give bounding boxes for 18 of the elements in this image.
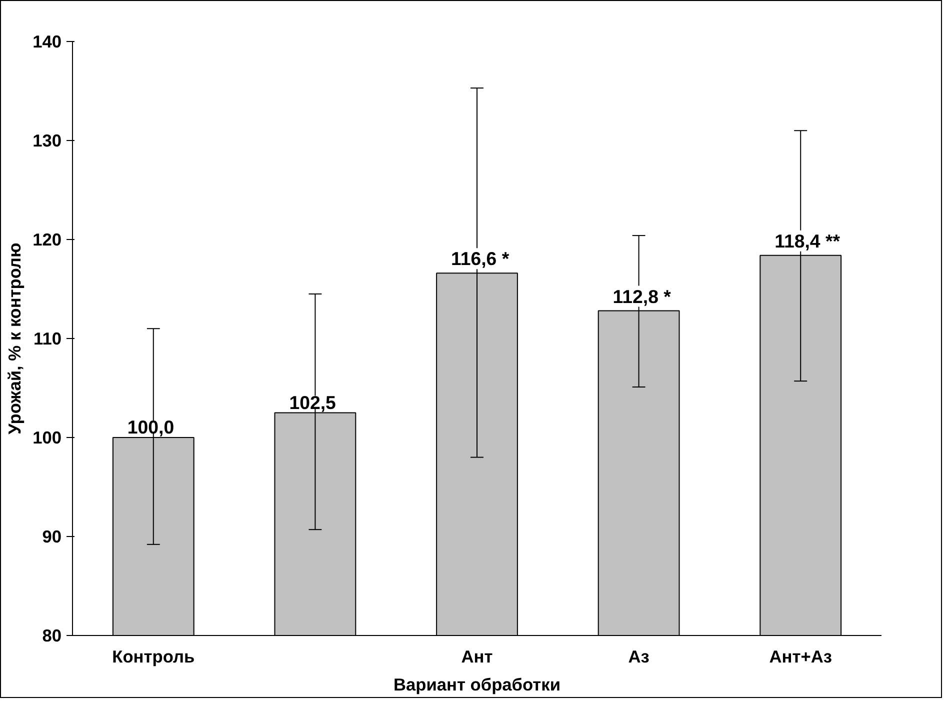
y-tick-label: 80 xyxy=(42,626,62,646)
data-label: 100,0 xyxy=(127,416,174,438)
x-axis-title: Вариант обработки xyxy=(394,674,560,694)
x-tick-label: Аз xyxy=(628,646,650,666)
y-tick-label: 140 xyxy=(32,32,62,52)
y-axis-title: Урожай, % к контролю xyxy=(4,242,25,434)
data-label: 118,4 ** xyxy=(774,230,841,252)
x-tick-label: Ант+Аз xyxy=(769,646,832,666)
y-tick-label: 110 xyxy=(34,328,62,348)
data-label: 102,5 xyxy=(289,392,336,413)
data-label: 116,6 * xyxy=(451,248,510,270)
x-tick-label: Ант xyxy=(461,646,493,666)
y-tick-label: 130 xyxy=(32,130,62,150)
data-label: 112,8 * xyxy=(612,286,672,307)
x-tick-label: Контроль xyxy=(112,646,195,666)
y-tick-label: 90 xyxy=(42,526,62,546)
y-tick-label: 120 xyxy=(32,230,62,250)
y-tick-label: 100 xyxy=(32,428,62,448)
